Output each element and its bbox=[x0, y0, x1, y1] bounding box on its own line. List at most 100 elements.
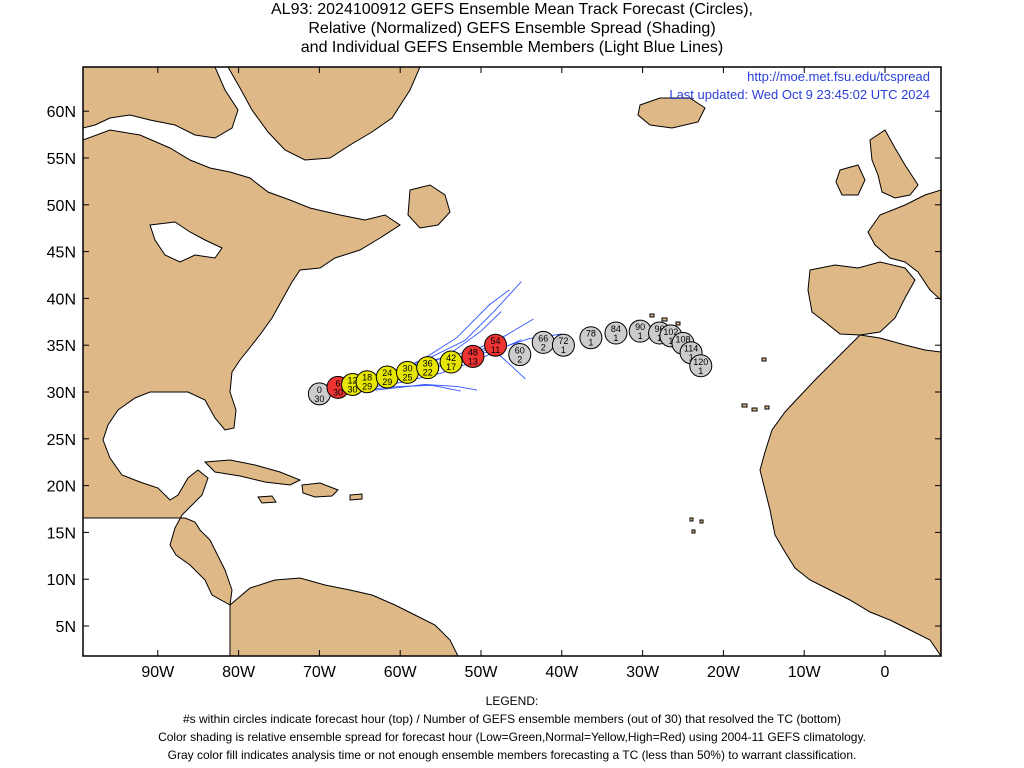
forecast-hour: 84 bbox=[611, 324, 621, 334]
forecast-hour: 90 bbox=[635, 322, 645, 332]
legend-line-3: Gray color fill indicates analysis time … bbox=[167, 748, 857, 762]
track-point: 662 bbox=[531, 330, 555, 354]
south-america bbox=[229, 577, 459, 656]
hispaniola bbox=[301, 482, 339, 498]
land-layer bbox=[83, 67, 941, 656]
track-point-circle bbox=[551, 333, 575, 357]
forecast-hour: 72 bbox=[558, 336, 568, 346]
lat-label: 20N bbox=[47, 479, 76, 496]
source-url[interactable]: http://moe.met.fsu.edu/tcspread bbox=[747, 69, 930, 84]
title-line-1: AL93: 2024100912 GEFS Ensemble Mean Trac… bbox=[271, 1, 753, 18]
member-count: 29 bbox=[362, 382, 372, 392]
iceland bbox=[637, 97, 706, 129]
forecast-hour: 114 bbox=[684, 344, 698, 354]
lon-label: 20W bbox=[707, 664, 741, 681]
legend-line-1: #s within circles indicate forecast hour… bbox=[182, 712, 842, 726]
member-count: 2 bbox=[541, 342, 546, 352]
member-count: 13 bbox=[468, 356, 478, 366]
member-count: 22 bbox=[423, 368, 433, 378]
lat-label: 5N bbox=[56, 619, 76, 636]
lon-label: 90W bbox=[141, 664, 175, 681]
africa bbox=[759, 334, 941, 656]
title-line-2: Relative (Normalized) GEFS Ensemble Spre… bbox=[308, 20, 716, 37]
forecast-hour: 0 bbox=[317, 385, 322, 395]
member-count: 1 bbox=[657, 333, 662, 343]
lat-label: 60N bbox=[47, 104, 76, 121]
track-point-circle bbox=[508, 343, 532, 367]
track-point-circle bbox=[416, 356, 440, 380]
member-count: 1 bbox=[689, 353, 694, 363]
member-count: 17 bbox=[446, 362, 456, 372]
forecast-hour: 54 bbox=[491, 336, 501, 346]
great-lakes bbox=[149, 221, 223, 263]
track-point: 901 bbox=[628, 319, 652, 343]
lat-label: 40N bbox=[47, 291, 76, 308]
longitude-axis: 90W 80W 70W 60W 50W 40W 30W 20W 10W 0 bbox=[141, 67, 890, 681]
member-count: 1 bbox=[613, 333, 618, 343]
forecast-hour: 36 bbox=[423, 359, 433, 369]
legend-heading: LEGEND: bbox=[485, 694, 539, 708]
forecast-hour: 42 bbox=[446, 353, 456, 363]
track-point: 602 bbox=[508, 343, 532, 367]
member-count: 1 bbox=[588, 338, 593, 348]
member-count: 30 bbox=[314, 394, 324, 404]
lon-label: 70W bbox=[303, 664, 337, 681]
greenland bbox=[227, 67, 421, 161]
latitude-axis: 60N 55N 50N 45N 40N 35N 30N 25N 20N 15N 10N 5N bbox=[47, 104, 941, 636]
atlantic-islands bbox=[649, 313, 770, 534]
track-point: 841 bbox=[604, 321, 628, 345]
forecast-hour: 96 bbox=[655, 324, 665, 334]
baffin-island bbox=[83, 67, 239, 139]
track-point: 721 bbox=[551, 333, 575, 357]
member-count: 29 bbox=[382, 377, 392, 387]
member-count: 11 bbox=[491, 345, 500, 355]
member-count: 2 bbox=[517, 355, 522, 365]
title-line-3: and Individual GEFS Ensemble Members (Li… bbox=[300, 39, 724, 56]
lon-label: 50W bbox=[465, 664, 499, 681]
forecast-hour: 12 bbox=[348, 376, 358, 386]
legend: LEGEND: #s within circles indicate forec… bbox=[0, 692, 1024, 764]
track-point-circle bbox=[579, 326, 603, 350]
puerto-rico bbox=[349, 493, 363, 501]
lat-label: 30N bbox=[47, 385, 76, 402]
map-frame bbox=[82, 66, 942, 657]
forecast-hour: 30 bbox=[402, 363, 412, 373]
lat-label: 50N bbox=[47, 198, 76, 215]
forecast-hour: 66 bbox=[538, 333, 548, 343]
track-point-circle bbox=[689, 354, 713, 378]
lat-label: 35N bbox=[47, 338, 76, 355]
great-britain bbox=[869, 129, 919, 199]
ireland bbox=[835, 164, 866, 196]
lon-label: 40W bbox=[545, 664, 579, 681]
track-point-circle bbox=[604, 321, 628, 345]
member-count: 1 bbox=[668, 336, 673, 346]
member-count: 1 bbox=[561, 345, 566, 355]
lat-label: 25N bbox=[47, 432, 76, 449]
track-point-circle bbox=[461, 344, 485, 368]
forecast-hour: 6 bbox=[335, 378, 340, 388]
western-europe bbox=[867, 189, 941, 301]
newfoundland bbox=[407, 184, 451, 229]
forecast-hour: 18 bbox=[362, 373, 372, 383]
forecast-hour: 108 bbox=[675, 334, 690, 344]
member-count: 25 bbox=[402, 372, 412, 382]
jamaica bbox=[257, 495, 277, 504]
forecast-hour: 24 bbox=[382, 368, 392, 378]
chart-title: AL93: 2024100912 GEFS Ensemble Mean Trac… bbox=[0, 0, 1024, 57]
lon-label: 0 bbox=[881, 664, 890, 681]
lat-label: 55N bbox=[47, 151, 76, 168]
member-count: 30 bbox=[348, 385, 358, 395]
cuba bbox=[203, 459, 302, 486]
track-point-circle bbox=[439, 350, 463, 374]
member-count: 1 bbox=[698, 366, 703, 376]
forecast-hour: 78 bbox=[586, 329, 596, 339]
